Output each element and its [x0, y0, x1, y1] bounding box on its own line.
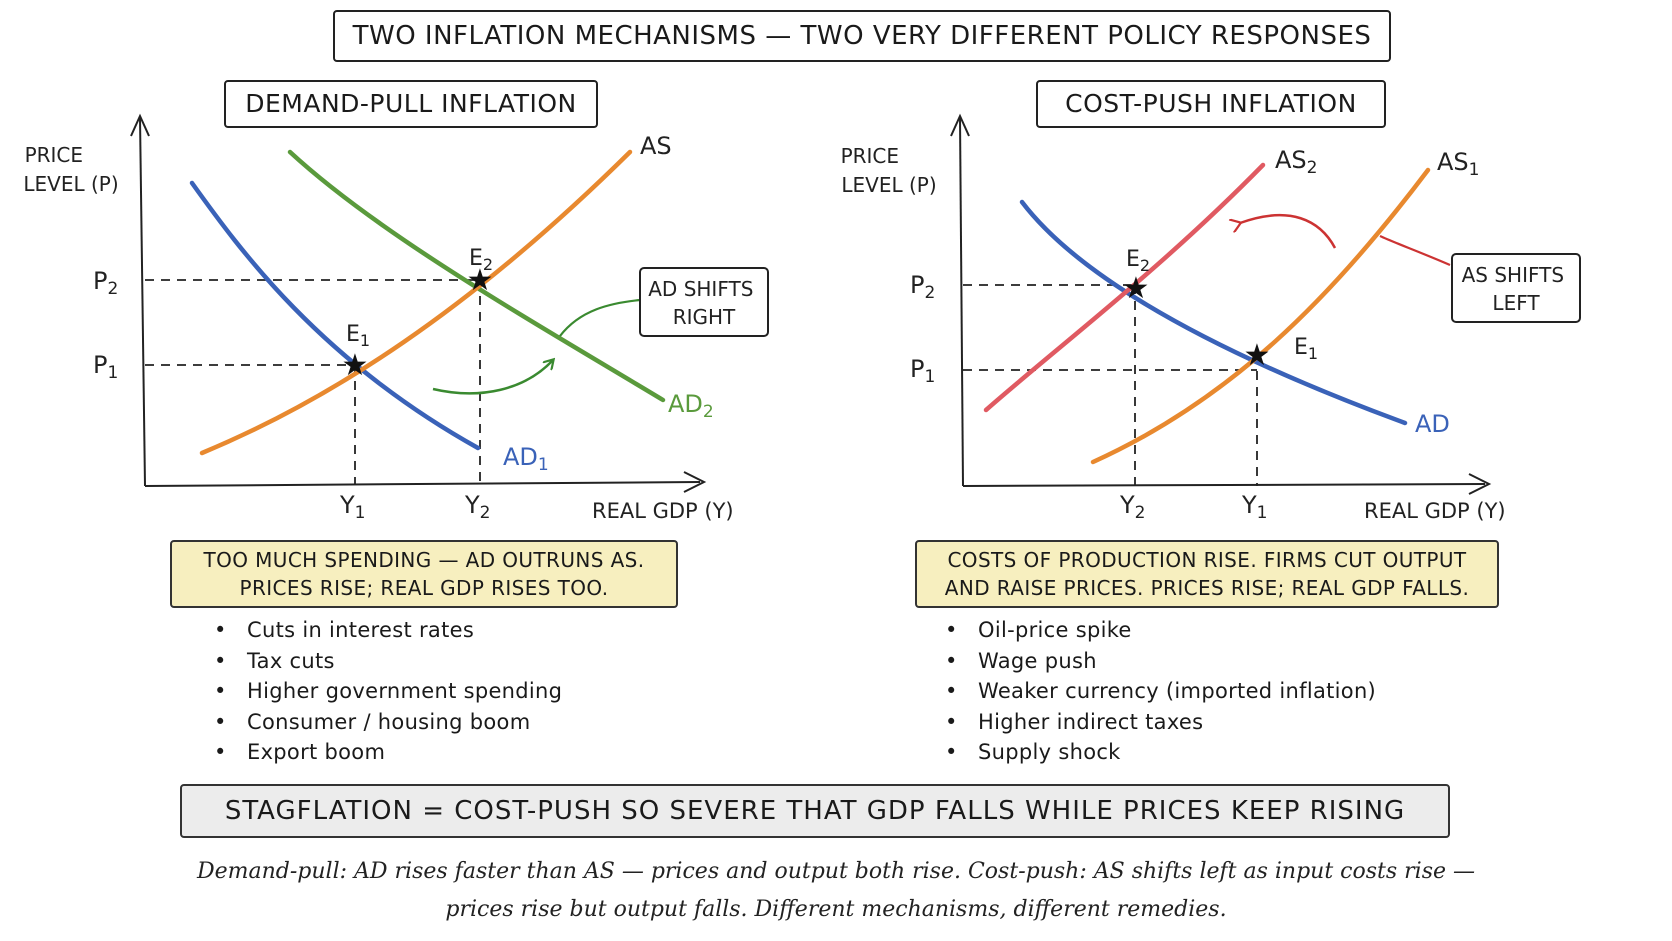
- cp-ad-label: AD: [1415, 410, 1450, 438]
- cp-e1-star: ★: [1244, 338, 1271, 373]
- cp-x-axis-arrowhead: [1468, 473, 1492, 495]
- caption-line: Demand-pull: AD rises faster than AS — p…: [196, 859, 1476, 884]
- list-item: Consumer / housing boom: [214, 707, 562, 738]
- caption-line: prices rise but output falls. Different …: [445, 897, 1227, 922]
- list-item: Higher indirect taxes: [945, 707, 1376, 738]
- dp-e2-star: ★: [467, 263, 494, 298]
- demand-pull-diagram: PRICE LEVEL (P) REAL GDP (Y) ★ ★ E1 E2 P…: [23, 113, 769, 523]
- dp-as-curve: [199, 149, 633, 456]
- cp-x-axis-label: REAL GDP (Y): [1364, 499, 1506, 523]
- cp-as2-label: AS2: [1275, 146, 1317, 178]
- cp-p1-label: P1: [910, 355, 935, 387]
- cp-y2-label: Y2: [1119, 491, 1146, 523]
- dp-ad2-label: AD2: [668, 390, 714, 422]
- cp-ad-curve: [1019, 199, 1408, 426]
- dp-as-label: AS: [640, 132, 672, 160]
- cost-push-note-line: COSTS OF PRODUCTION RISE. FIRMS CUT OUTP…: [947, 548, 1467, 572]
- dp-ad1-label: AD1: [503, 443, 549, 475]
- list-item: Weaker currency (imported inflation): [945, 676, 1376, 707]
- cp-as1-curve: [1090, 167, 1431, 465]
- stagflation-banner: STAGFLATION = COST-PUSH SO SEVERE THAT G…: [180, 784, 1450, 838]
- list-item: Oil-price spike: [945, 615, 1376, 646]
- dp-ad1-curve: [189, 180, 481, 451]
- dp-y-axis-label: PRICE LEVEL (P): [23, 143, 118, 196]
- cp-annotation-leader-line: [1362, 237, 1452, 268]
- dp-x-axis-label: REAL GDP (Y): [592, 499, 734, 523]
- demand-pull-note-line: TOO MUCH SPENDING — AD OUTRUNS AS.: [203, 548, 645, 572]
- caption: Demand-pull: AD rises faster than AS — p…: [100, 853, 1572, 929]
- cost-push-causes-list: Oil-price spike Wage push Weaker currenc…: [945, 615, 1376, 768]
- cp-shift-arrow: [1240, 213, 1337, 249]
- dp-shift-arrow: [432, 360, 553, 395]
- dp-annotation-leader: [559, 298, 641, 337]
- dp-y-axis-arrowhead: [130, 113, 150, 137]
- dp-y-axis: [139, 117, 146, 487]
- demand-pull-note-line: PRICES RISE; REAL GDP RISES TOO.: [239, 576, 609, 600]
- cp-leader: [1379, 235, 1451, 267]
- dp-e1-star: ★: [342, 348, 369, 383]
- dp-p1-label: P1: [93, 351, 118, 383]
- dp-annotation-text: AD SHIFTS RIGHT: [648, 277, 760, 329]
- dp-e1-label: E1: [346, 322, 370, 350]
- list-item: Supply shock: [945, 737, 1376, 768]
- dp-x-axis-arrowhead: [683, 471, 707, 493]
- cp-e2-label: E2: [1126, 247, 1150, 275]
- cost-push-note-line: AND RAISE PRICES. PRICES RISE; REAL GDP …: [944, 576, 1470, 600]
- list-item: Tax cuts: [214, 646, 562, 677]
- cp-e2-star: ★: [1123, 271, 1150, 306]
- dp-x-axis: [144, 481, 701, 487]
- list-item: Higher government spending: [214, 676, 562, 707]
- cp-y1-label: Y1: [1241, 491, 1268, 523]
- cp-p2-label: P2: [910, 271, 935, 303]
- cost-push-diagram: PRICE LEVEL (P) REAL GDP (Y) ★ ★ E2 E1 P…: [841, 113, 1581, 523]
- cp-y-axis-label: PRICE LEVEL (P): [841, 144, 937, 197]
- cp-as2-curve: [983, 162, 1266, 413]
- cp-annotation-box: [1451, 253, 1581, 323]
- cost-push-title: COST-PUSH INFLATION: [1036, 80, 1386, 128]
- list-item: Wage push: [945, 646, 1376, 677]
- list-item: Cuts in interest rates: [214, 615, 562, 646]
- main-title: TWO INFLATION MECHANISMS — TWO VERY DIFF…: [333, 10, 1391, 62]
- dp-y1-label: Y1: [339, 491, 366, 523]
- dp-e2-label: E2: [469, 246, 493, 274]
- dp-y2-label: Y2: [464, 491, 491, 523]
- demand-pull-title: DEMAND-PULL INFLATION: [224, 80, 598, 128]
- cp-x-axis: [962, 483, 1486, 487]
- dp-p2-label: P2: [93, 267, 118, 299]
- cost-push-note: COSTS OF PRODUCTION RISE. FIRMS CUT OUTP…: [915, 540, 1499, 608]
- demand-pull-note: TOO MUCH SPENDING — AD OUTRUNS AS. PRICE…: [170, 540, 678, 608]
- cp-y-axis-arrowhead: [950, 113, 970, 137]
- demand-pull-causes-list: Cuts in interest rates Tax cuts Higher g…: [214, 615, 562, 768]
- cp-y-axis: [959, 117, 964, 487]
- cp-annotation-text: AS SHIFTS LEFT: [1462, 263, 1571, 315]
- dp-ad2-curve: [287, 149, 666, 403]
- cp-as1-label: AS1: [1437, 148, 1479, 180]
- list-item: Export boom: [214, 737, 562, 768]
- dp-annotation-box: [639, 267, 769, 337]
- cp-e1-label: E1: [1294, 335, 1318, 363]
